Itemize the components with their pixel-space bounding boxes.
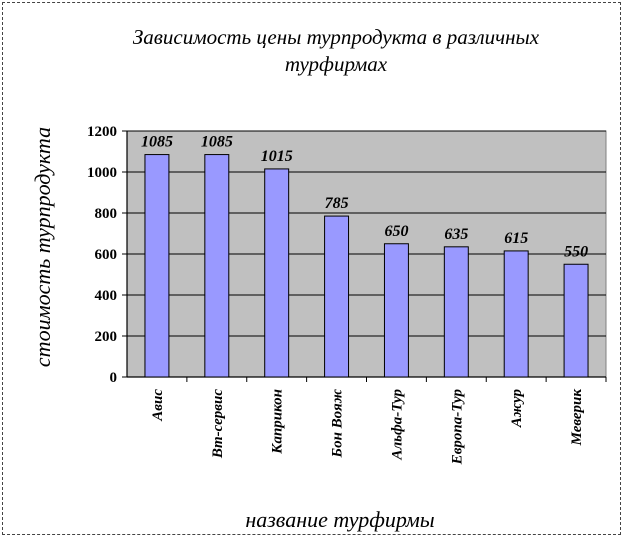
category-label: Бон Вояж (330, 389, 346, 458)
data-label: 550 (564, 243, 588, 260)
bar (264, 168, 290, 378)
data-label: 650 (384, 223, 408, 240)
bar (204, 154, 230, 378)
category-label: Альфа-Тур (389, 389, 405, 461)
category-label: Меверик (569, 389, 585, 447)
y-tick-label: 1000 (87, 165, 117, 181)
data-label: 1085 (201, 134, 233, 151)
y-tick-label: 0 (110, 370, 118, 386)
y-tick-label: 200 (95, 329, 118, 345)
bar (503, 250, 529, 378)
chart-frame: Зависимость цены турпродукта в различных… (2, 2, 621, 535)
y-tick-label: 1200 (87, 124, 117, 140)
bar-chart: Зависимость цены турпродукта в различных… (30, 25, 607, 532)
data-label: 615 (504, 230, 528, 247)
chart-title-line-2: турфирмах (285, 52, 388, 76)
chart-title-line-1: Зависимость цены турпродукта в различных (133, 25, 540, 49)
y-tick-label: 800 (95, 206, 118, 222)
y-axis-title: стоимость турпродукта (30, 127, 55, 367)
y-tick-label: 600 (95, 247, 118, 263)
data-label: 785 (325, 195, 349, 212)
bar (144, 154, 170, 378)
data-label: 1015 (261, 148, 293, 165)
x-axis-title: название турфирмы (245, 507, 434, 532)
data-label: 1085 (141, 134, 173, 151)
category-label: Каприкон (270, 389, 286, 455)
bar (563, 263, 589, 378)
category-label: Вт-сервис (210, 389, 226, 460)
plot-area: 0 200 400 600 800 1000 1200 1085 Авис 1085 Вт-серв… (87, 124, 607, 466)
y-tick-label: 400 (95, 288, 118, 304)
data-label: 635 (444, 226, 468, 243)
category-label: Европа-Тур (449, 389, 465, 466)
bar (443, 246, 469, 378)
category-label: Ажур (509, 389, 525, 429)
category-label: Авис (150, 389, 166, 422)
bar (324, 215, 350, 378)
bar (383, 243, 409, 378)
